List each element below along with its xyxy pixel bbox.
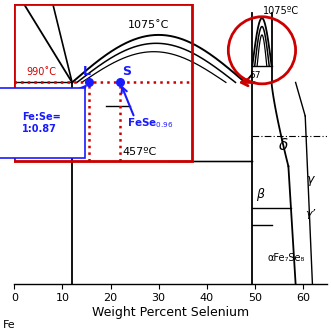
Bar (15, 4, 192, 161)
Text: 57: 57 (249, 71, 260, 80)
Text: FeSe$_{0.96}$: FeSe$_{0.96}$ (127, 116, 174, 129)
Text: 457ºC: 457ºC (122, 147, 157, 157)
Text: Fe:Se=
1:0.87: Fe:Se= 1:0.87 (22, 112, 60, 134)
Text: Fe: Fe (3, 320, 16, 330)
Text: γ: γ (306, 173, 314, 186)
Text: β: β (256, 188, 263, 202)
Text: 1075ºC: 1075ºC (263, 6, 299, 16)
Text: S: S (122, 66, 131, 78)
Text: αFe₇Se₈: αFe₇Se₈ (267, 253, 305, 263)
Text: 1075˚C: 1075˚C (128, 20, 170, 30)
Text: 990˚C: 990˚C (26, 68, 57, 77)
Text: γ’: γ’ (305, 209, 315, 218)
X-axis label: Weight Percent Selenium: Weight Percent Selenium (92, 306, 249, 319)
Text: δ: δ (279, 137, 288, 153)
Text: L: L (83, 66, 91, 78)
